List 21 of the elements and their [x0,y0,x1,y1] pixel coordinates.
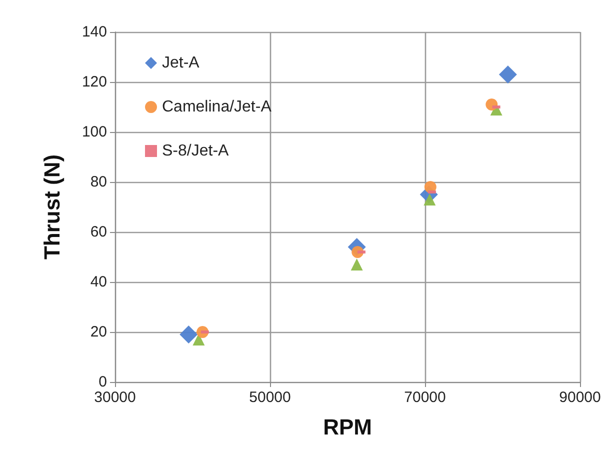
y-axis-title: Thrust (N) [40,154,64,260]
y-tick-label: 60 [90,224,107,240]
y-tick-label: 140 [82,24,107,40]
legend-label: S-8/Jet-A [162,142,230,160]
point [350,258,363,270]
legend-label: Jet-A [162,54,200,72]
y-tick-label: 40 [90,274,107,290]
x-tick-label: 50000 [249,389,291,406]
y-tick-label: 20 [90,324,107,340]
y-tick-label: 120 [82,74,107,90]
point [180,326,198,344]
y-tick-label: 100 [82,124,107,140]
x-tick-label: 70000 [404,389,446,406]
point [192,334,205,346]
legend-label: Camelina/Jet-A [162,98,272,116]
x-axis-title: RPM [323,414,372,440]
y-tick-label: 80 [90,174,107,190]
y-tick-label: 0 [98,374,107,390]
x-tick-label: 30000 [94,389,136,406]
x-tick-label: 90000 [559,389,601,406]
point [498,66,517,84]
